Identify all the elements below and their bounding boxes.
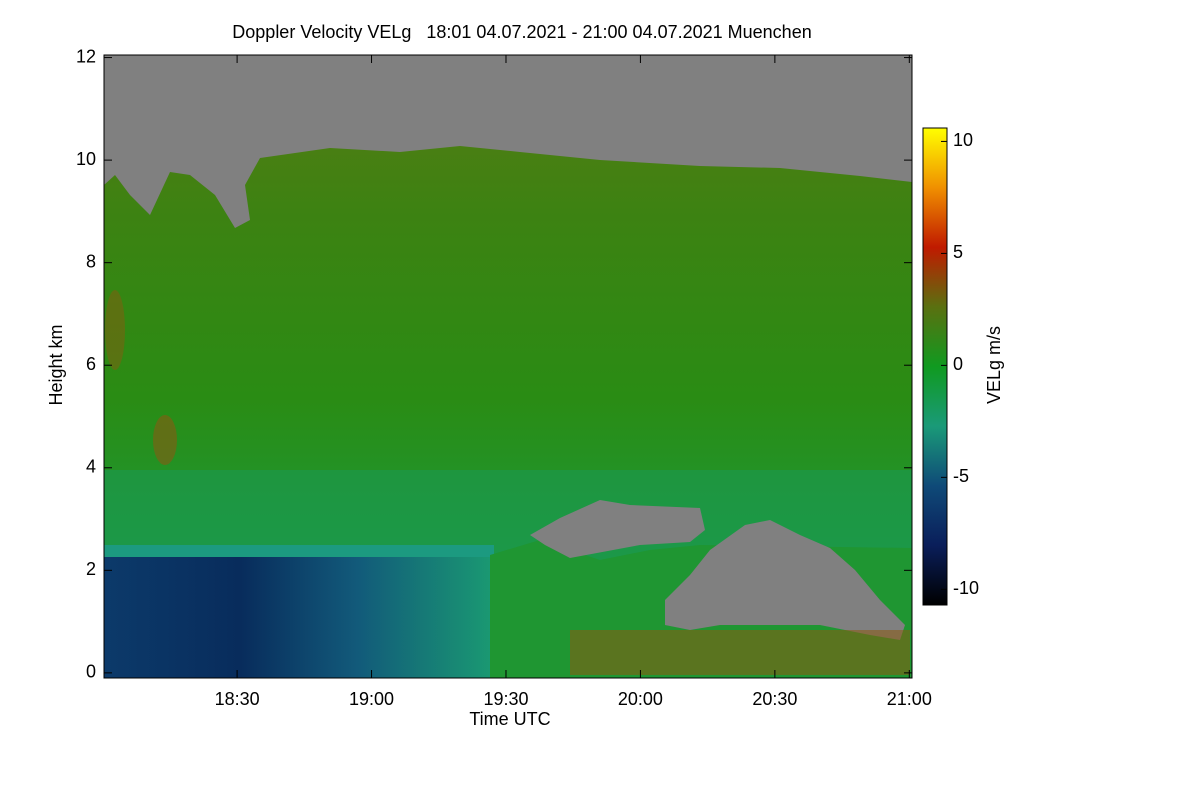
y-tick-label: 6 [86, 354, 96, 374]
y-tick-label: 2 [86, 559, 96, 579]
colorbar-tick-label: 5 [953, 242, 963, 262]
x-tick-label: 20:00 [618, 689, 663, 709]
colorbar-tick-label: -10 [953, 578, 979, 598]
field [105, 290, 125, 370]
x-tick-label: 18:30 [215, 689, 260, 709]
no-data [665, 520, 905, 640]
y-tick-label: 4 [86, 457, 96, 477]
colorbar-tick-label: 0 [953, 354, 963, 374]
no-data [104, 55, 912, 228]
y-axis-label: Height km [46, 324, 66, 405]
x-tick-label: 20:30 [752, 689, 797, 709]
colorbar-tick-label: 10 [953, 130, 973, 150]
colorbar [922, 127, 948, 606]
field [104, 552, 494, 678]
colorbar-label: VELg m/s [984, 326, 1004, 404]
x-tick-label: 19:30 [483, 689, 528, 709]
chart-title: Doppler Velocity VELg 18:01 04.07.2021 -… [232, 22, 811, 42]
y-tick-label: 12 [76, 46, 96, 66]
x-axis-label: Time UTC [469, 709, 550, 729]
y-tick-label: 0 [86, 662, 96, 682]
heatmap [104, 55, 912, 678]
field [104, 545, 494, 557]
y-tick-label: 10 [76, 149, 96, 169]
colorbar-tick-label: -5 [953, 466, 969, 486]
x-tick-label: 21:00 [887, 689, 932, 709]
y-tick-label: 8 [86, 251, 96, 271]
no-data [530, 500, 705, 558]
plot-frame [103, 54, 913, 679]
field [153, 415, 177, 465]
x-tick-label: 19:00 [349, 689, 394, 709]
field [570, 630, 910, 675]
